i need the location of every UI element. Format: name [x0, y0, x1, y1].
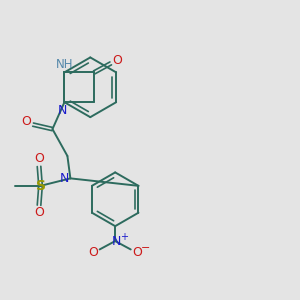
Text: O: O: [22, 115, 32, 128]
Text: −: −: [140, 243, 150, 253]
Text: S: S: [35, 179, 46, 193]
Text: O: O: [112, 54, 122, 67]
Text: O: O: [34, 206, 44, 219]
Text: NH: NH: [56, 58, 74, 70]
Text: +: +: [119, 232, 128, 242]
Text: N: N: [60, 172, 69, 185]
Text: O: O: [88, 246, 98, 259]
Text: N: N: [58, 104, 68, 117]
Text: O: O: [34, 152, 44, 166]
Text: N: N: [112, 235, 122, 248]
Text: O: O: [132, 246, 142, 259]
